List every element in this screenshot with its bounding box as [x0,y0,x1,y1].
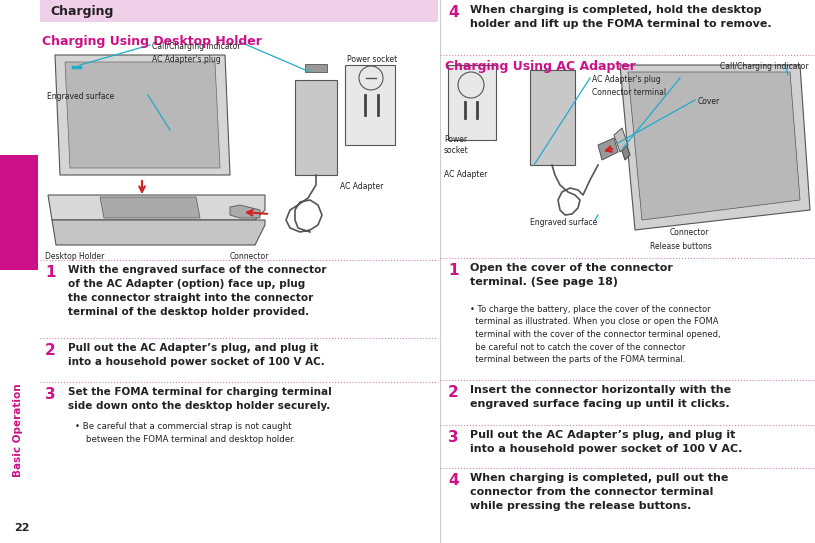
Polygon shape [52,220,265,245]
Text: Call/Charging indicator: Call/Charging indicator [152,42,240,51]
Text: Pull out the AC Adapter’s plug, and plug it
into a household power socket of 100: Pull out the AC Adapter’s plug, and plug… [68,343,324,367]
Bar [305,64,327,72]
Text: Charging Using Desktop Holder: Charging Using Desktop Holder [42,35,262,48]
Text: AC Adapter's plug: AC Adapter's plug [152,55,221,64]
Text: • To charge the battery, place the cover of the connector
  terminal as illustra: • To charge the battery, place the cover… [470,305,720,364]
Text: Charging: Charging [50,4,113,17]
Text: Insert the connector horizontally with the
engraved surface facing up until it c: Insert the connector horizontally with t… [470,385,731,409]
Circle shape [458,72,484,98]
Bar [345,65,395,145]
Text: 22: 22 [14,523,30,533]
Polygon shape [620,140,630,160]
Text: 1: 1 [45,265,55,280]
Text: 2: 2 [448,385,459,400]
Text: Desktop Holder: Desktop Holder [45,252,104,261]
Text: AC Adapter: AC Adapter [340,182,383,191]
Bar [0,155,38,270]
Bar [530,70,575,165]
Text: AC Adapter: AC Adapter [444,170,487,179]
Text: 4: 4 [448,5,459,20]
Bar [448,65,496,140]
Bar [40,0,438,22]
Polygon shape [65,62,220,168]
Text: Set the FOMA terminal for charging terminal
side down onto the desktop holder se: Set the FOMA terminal for charging termi… [68,387,332,411]
Circle shape [359,66,383,90]
Text: Pull out the AC Adapter’s plug, and plug it
into a household power socket of 100: Pull out the AC Adapter’s plug, and plug… [470,430,742,454]
Text: 3: 3 [448,430,459,445]
Text: Open the cover of the connector
terminal. (See page 18): Open the cover of the connector terminal… [470,263,673,287]
Text: • Be careful that a commercial strap is not caught
    between the FOMA terminal: • Be careful that a commercial strap is … [75,422,296,444]
Text: Connector: Connector [670,228,709,237]
Text: When charging is completed, hold the desktop
holder and lift up the FOMA termina: When charging is completed, hold the des… [470,5,772,29]
Polygon shape [100,197,200,218]
Text: AC Adapter's plug: AC Adapter's plug [592,75,661,84]
Text: Connector: Connector [230,252,270,261]
Text: With the engraved surface of the connector
of the AC Adapter (option) face up, p: With the engraved surface of the connect… [68,265,327,317]
Text: 2: 2 [45,343,55,358]
Polygon shape [48,195,265,220]
Polygon shape [620,65,810,230]
Polygon shape [614,128,628,152]
Polygon shape [628,72,800,220]
Text: Call/Charging indicator: Call/Charging indicator [720,62,808,71]
Text: Power
socket: Power socket [444,135,469,155]
Text: 1: 1 [448,263,459,278]
Text: Power socket: Power socket [347,55,397,64]
Text: Charging Using AC Adapter: Charging Using AC Adapter [445,60,636,73]
Text: Release buttons: Release buttons [650,242,711,251]
Text: Basic Operation: Basic Operation [13,383,23,477]
Polygon shape [230,205,260,218]
Polygon shape [55,55,230,175]
Text: 4: 4 [448,473,459,488]
Text: Cover: Cover [698,97,720,106]
Text: Engraved surface: Engraved surface [530,218,597,227]
Text: 3: 3 [45,387,55,402]
Bar [295,80,337,175]
Text: Connector terminal: Connector terminal [592,88,666,97]
Text: Engraved surface: Engraved surface [47,92,114,101]
Polygon shape [598,138,618,160]
Text: When charging is completed, pull out the
connector from the connector terminal
w: When charging is completed, pull out the… [470,473,729,511]
